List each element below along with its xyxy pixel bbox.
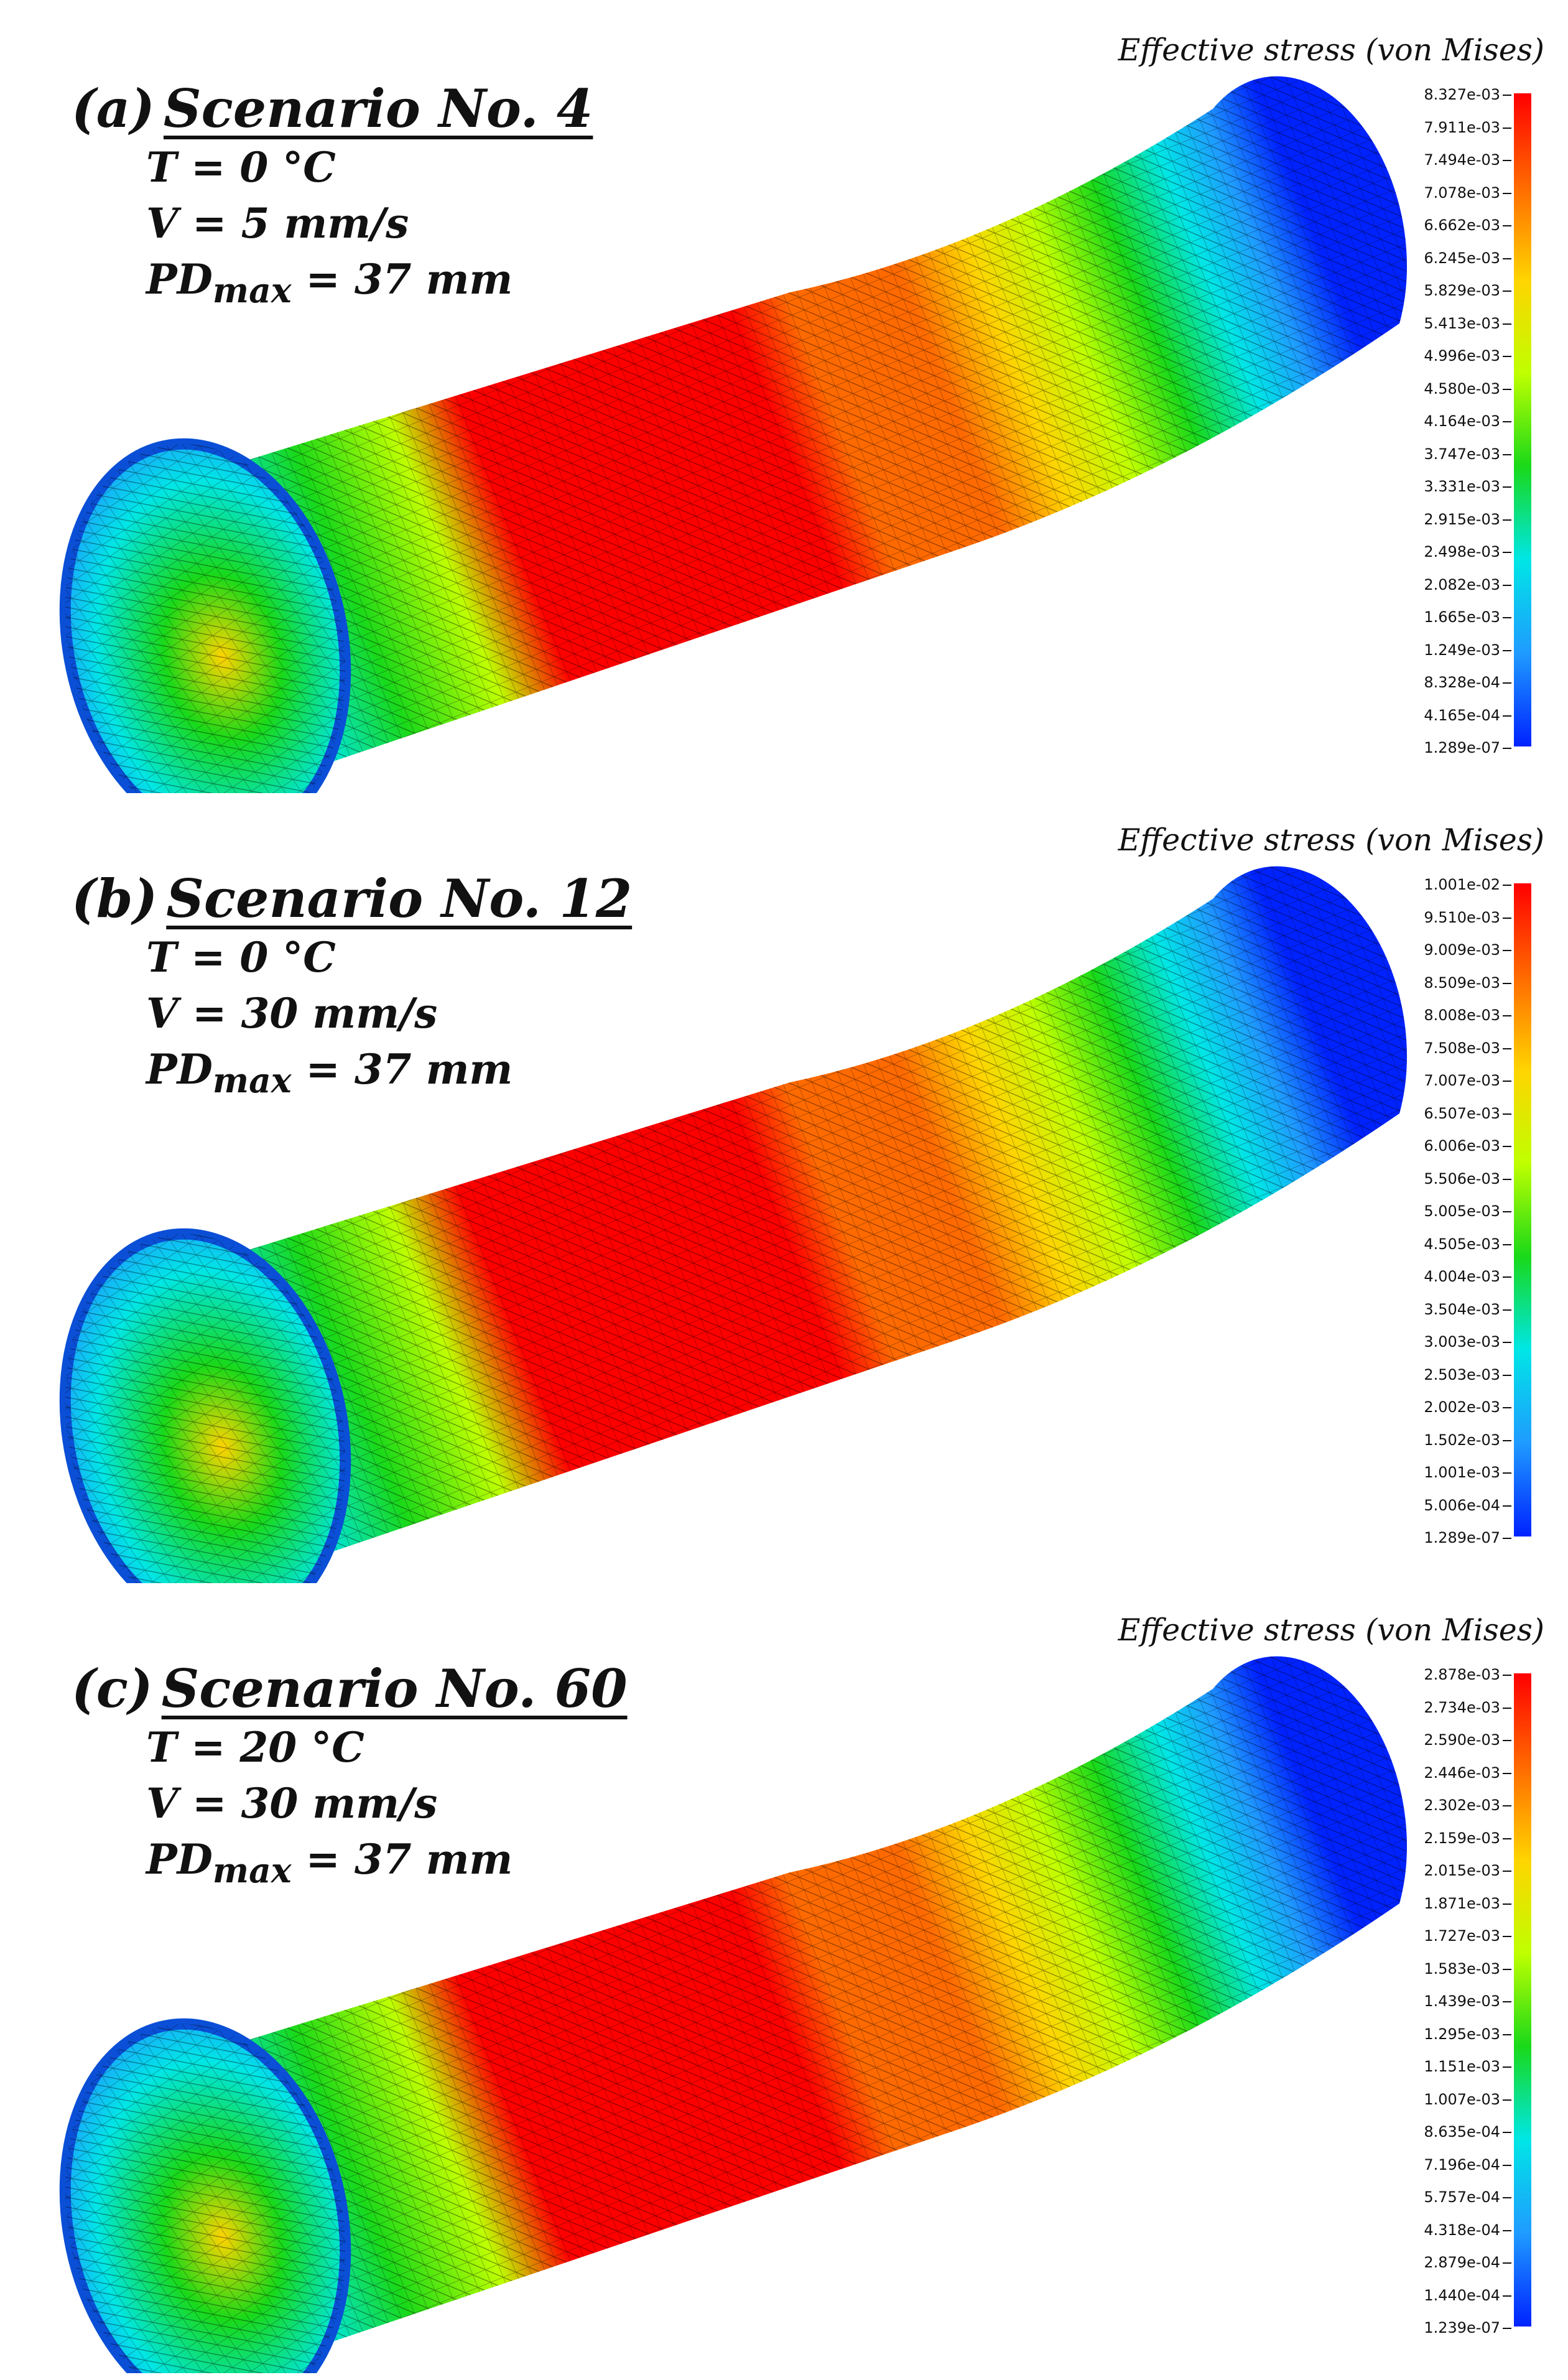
colorbar-tick-label: 1.727e-03 <box>1424 1927 1511 1945</box>
colorbar-tick-label: 9.510e-03 <box>1424 909 1511 926</box>
colorbar-tick-label: 1.239e-07 <box>1424 2319 1511 2336</box>
colorbar-tick-label: 9.009e-03 <box>1424 941 1511 959</box>
colorbar-tick-label: 5.006e-04 <box>1424 1497 1511 1514</box>
colorbar-tick-label: 1.665e-03 <box>1424 608 1511 626</box>
colorbar-tick-label: 1.439e-03 <box>1424 1992 1511 2010</box>
scenario-label: Scenario No. 60 <box>161 1658 628 1719</box>
panel-letter: (b) <box>72 868 158 929</box>
legend-title: Effective stress (von Mises) <box>1118 1612 1544 1648</box>
colorbar-tick-label: 1.871e-03 <box>1424 1895 1511 1912</box>
colorbar-tick-label: 8.328e-04 <box>1424 674 1511 691</box>
colorbar-ticks: 1.001e-02 9.510e-03 9.009e-03 8.509e-03 8.00… <box>1393 870 1511 1554</box>
colorbar-ticks: 2.878e-03 2.734e-03 2.590e-03 2.446e-03 2.30… <box>1393 1660 1511 2344</box>
colorbar-tick-label: 7.196e-04 <box>1424 2156 1511 2173</box>
colorbar-tick-label: 1.440e-04 <box>1424 2287 1511 2304</box>
colorbar-tick-label: 2.446e-03 <box>1424 1764 1511 1782</box>
colorbar-tick-label: 1.001e-02 <box>1424 876 1511 893</box>
colorbar-tick-label: 2.878e-03 <box>1424 1666 1511 1683</box>
temperature-label: T = 0 °C <box>146 143 336 192</box>
colorbar-tick-label: 5.829e-03 <box>1424 282 1511 299</box>
panel-b: (b) Scenario No. 12 T = 0 °C V = 30 mm/s … <box>0 790 1568 1583</box>
panel-info: (b) Scenario No. 12 T = 0 °C V = 30 mm/s … <box>72 868 632 1109</box>
colorbar-tick-label: 1.583e-03 <box>1424 1960 1511 1978</box>
colorbar-tick-label: 1.289e-07 <box>1424 1529 1511 1546</box>
panel-title: (c) Scenario No. 60 <box>72 1658 628 1719</box>
colorbar-tick-label: 7.007e-03 <box>1424 1072 1511 1089</box>
panel-a: (a) Scenario No. 4 T = 0 °C V = 5 mm/s PD… <box>0 0 1568 793</box>
colorbar-tick-label: 2.159e-03 <box>1424 1829 1511 1847</box>
colorbar-tick-label: 2.082e-03 <box>1424 576 1511 593</box>
colorbar-tick-label: 5.413e-03 <box>1424 315 1511 332</box>
colorbar-tick-label: 7.078e-03 <box>1424 184 1511 202</box>
colorbar-tick-label: 2.002e-03 <box>1424 1398 1511 1416</box>
velocity-label: V = 30 mm/s <box>146 989 438 1038</box>
colorbar-tick-label: 4.318e-04 <box>1424 2221 1511 2239</box>
colorbar <box>1514 93 1531 746</box>
colorbar-tick-label: 4.505e-03 <box>1424 1235 1511 1253</box>
colorbar-tick-label: 1.295e-03 <box>1424 2025 1511 2043</box>
panel-info: (c) Scenario No. 60 T = 20 °C V = 30 mm/s… <box>72 1658 628 1899</box>
colorbar <box>1514 1673 1531 2327</box>
colorbar-tick-label: 7.911e-03 <box>1424 119 1511 136</box>
colorbar <box>1514 883 1531 1536</box>
colorbar-tick-label: 2.915e-03 <box>1424 511 1511 528</box>
colorbar-tick-label: 2.503e-03 <box>1424 1366 1511 1383</box>
colorbar-tick-label: 4.580e-03 <box>1424 380 1511 397</box>
pd-max-label: PDmax = 37 mm <box>146 1045 513 1101</box>
scenario-label: Scenario No. 4 <box>163 78 593 139</box>
colorbar-tick-label: 4.996e-03 <box>1424 347 1511 365</box>
colorbar-tick-label: 1.001e-03 <box>1424 1464 1511 1481</box>
panel-title: (a) Scenario No. 4 <box>72 78 593 139</box>
legend-title: Effective stress (von Mises) <box>1118 822 1544 858</box>
panel-letter: (c) <box>72 1658 153 1719</box>
colorbar-tick-label: 3.003e-03 <box>1424 1333 1511 1350</box>
colorbar-tick-label: 5.757e-04 <box>1424 2188 1511 2206</box>
colorbar-tick-label: 2.879e-04 <box>1424 2254 1511 2271</box>
colorbar-tick-label: 2.590e-03 <box>1424 1731 1511 1749</box>
colorbar-tick-label: 1.502e-03 <box>1424 1431 1511 1449</box>
colorbar-tick-label: 3.504e-03 <box>1424 1301 1511 1318</box>
colorbar-tick-label: 6.245e-03 <box>1424 249 1511 267</box>
panel-letter: (a) <box>72 78 155 139</box>
colorbar-tick-label: 1.249e-03 <box>1424 641 1511 659</box>
colorbar-tick-label: 5.005e-03 <box>1424 1202 1511 1220</box>
panel-title: (b) Scenario No. 12 <box>72 868 632 929</box>
legend-title: Effective stress (von Mises) <box>1118 32 1544 68</box>
colorbar-tick-label: 1.007e-03 <box>1424 2091 1511 2108</box>
colorbar-tick-label: 7.508e-03 <box>1424 1039 1511 1057</box>
colorbar-tick-label: 1.151e-03 <box>1424 2058 1511 2075</box>
colorbar-tick-label: 6.006e-03 <box>1424 1137 1511 1155</box>
panel-info: (a) Scenario No. 4 T = 0 °C V = 5 mm/s PD… <box>72 78 593 318</box>
colorbar-tick-label: 3.331e-03 <box>1424 478 1511 495</box>
colorbar-tick-label: 8.327e-03 <box>1424 86 1511 103</box>
colorbar-tick-label: 6.662e-03 <box>1424 216 1511 234</box>
colorbar-tick-label: 2.498e-03 <box>1424 543 1511 560</box>
colorbar-tick-label: 2.015e-03 <box>1424 1862 1511 1879</box>
colorbar-tick-label: 8.509e-03 <box>1424 974 1511 992</box>
colorbar-ticks: 8.327e-03 7.911e-03 7.494e-03 7.078e-03 6.66… <box>1393 80 1511 764</box>
velocity-label: V = 5 mm/s <box>146 199 409 248</box>
colorbar-tick-label: 8.008e-03 <box>1424 1006 1511 1024</box>
colorbar-tick-label: 4.004e-03 <box>1424 1268 1511 1285</box>
colorbar-tick-label: 5.506e-03 <box>1424 1170 1511 1188</box>
temperature-label: T = 20 °C <box>146 1723 364 1772</box>
pd-max-label: PDmax = 37 mm <box>146 1835 513 1891</box>
colorbar-tick-label: 8.635e-04 <box>1424 2123 1511 2141</box>
panel-c: (c) Scenario No. 60 T = 20 °C V = 30 mm/s… <box>0 1580 1568 2373</box>
colorbar-tick-label: 2.302e-03 <box>1424 1797 1511 1814</box>
temperature-label: T = 0 °C <box>146 933 336 982</box>
colorbar-tick-label: 1.289e-07 <box>1424 739 1511 756</box>
colorbar-tick-label: 4.164e-03 <box>1424 412 1511 430</box>
colorbar-tick-label: 7.494e-03 <box>1424 151 1511 169</box>
velocity-label: V = 30 mm/s <box>146 1779 438 1828</box>
colorbar-tick-label: 6.507e-03 <box>1424 1105 1511 1122</box>
scenario-label: Scenario No. 12 <box>166 868 633 929</box>
pd-max-label: PDmax = 37 mm <box>146 255 513 311</box>
colorbar-tick-label: 2.734e-03 <box>1424 1699 1511 1716</box>
colorbar-tick-label: 3.747e-03 <box>1424 445 1511 463</box>
colorbar-tick-label: 4.165e-04 <box>1424 707 1511 724</box>
